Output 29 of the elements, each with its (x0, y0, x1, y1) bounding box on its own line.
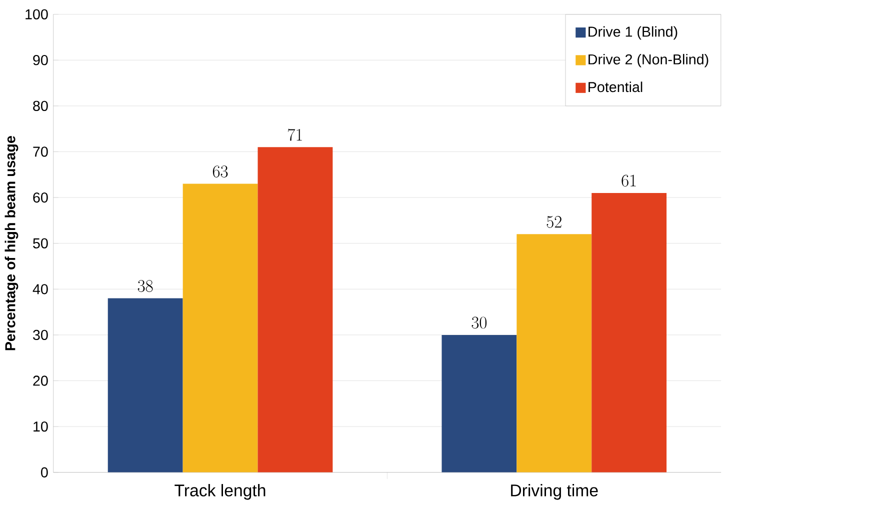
y-tick-label: 90 (33, 55, 48, 66)
legend-label: Potential (588, 82, 642, 92)
data-label: 63 (212, 166, 228, 178)
bar (516, 234, 592, 472)
x-tick-label: Track length (174, 484, 266, 500)
legend-label: Drive 1 (Blind) (588, 26, 678, 40)
y-axis-title: Percentage of high beam usage (4, 136, 18, 350)
y-tick-label: 80 (33, 100, 48, 111)
y-tick-label: 40 (32, 284, 48, 294)
bar (108, 298, 183, 472)
y-tick-label: 60 (33, 192, 48, 203)
y-tick-label: 50 (33, 238, 48, 248)
y-tick-label: 10 (34, 421, 48, 432)
data-label: 71 (288, 128, 302, 141)
x-tick-label: Driving time (511, 484, 598, 500)
bar (258, 147, 333, 472)
bar (592, 192, 667, 472)
data-label: 38 (138, 280, 153, 292)
y-tick-label: 70 (33, 146, 48, 157)
bar (182, 184, 258, 472)
y-tick-label: 20 (33, 376, 48, 386)
bar (442, 334, 517, 472)
y-tick-label: 30 (33, 330, 48, 340)
legend-label: Drive 2 (Non-Blind) (588, 54, 708, 68)
data-label: 61 (622, 174, 636, 187)
y-tick-label: 0 (41, 467, 48, 478)
y-tick-label: 100 (26, 9, 48, 20)
data-label: 52 (546, 216, 562, 228)
data-label: 30 (472, 316, 487, 329)
